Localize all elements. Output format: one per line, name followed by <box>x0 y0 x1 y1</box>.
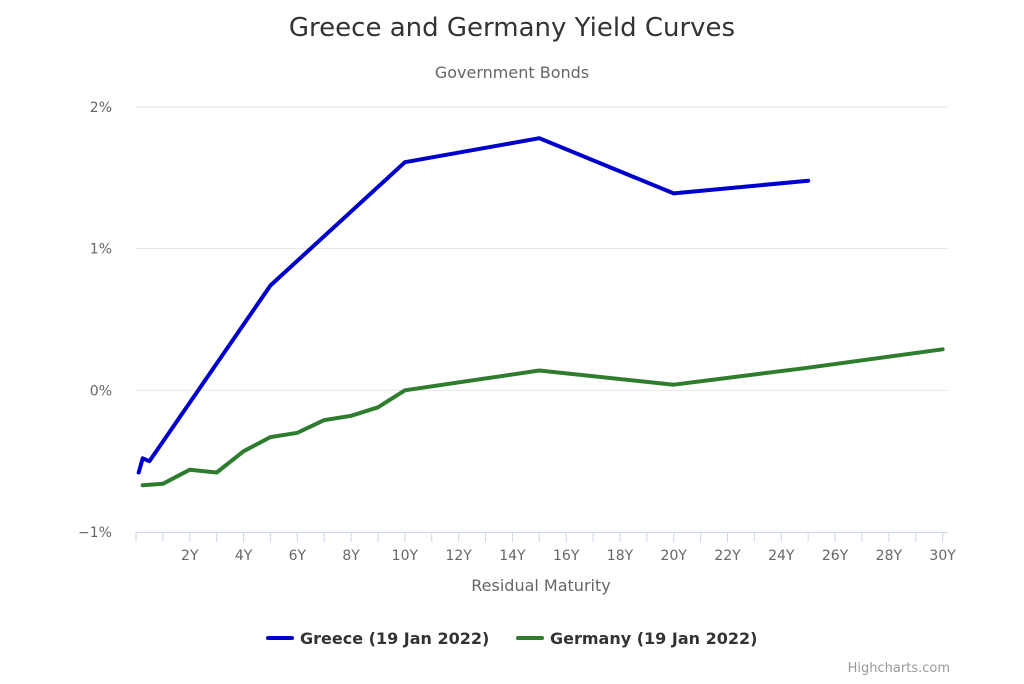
x-tick-label: 8Y <box>342 548 360 564</box>
x-axis-title: Residual Maturity <box>471 576 610 595</box>
x-tick-label: 4Y <box>235 548 253 564</box>
series-group <box>136 136 945 488</box>
y-tick-label: 2% <box>90 100 112 116</box>
x-tick-label: 22Y <box>714 548 741 564</box>
y-tick-label: −1% <box>78 525 112 541</box>
series-line-1[interactable] <box>140 347 945 488</box>
legend-item-1[interactable]: Germany (19 Jan 2022) <box>550 629 757 648</box>
x-tick-label: 24Y <box>768 548 795 564</box>
x-tick-label: 26Y <box>822 548 849 564</box>
x-tick-label: 18Y <box>607 548 634 564</box>
y-axis: −1% 0% 1% 2% <box>78 100 112 541</box>
x-tick-label: 28Y <box>876 548 903 564</box>
x-tick-label: 6Y <box>289 548 307 564</box>
x-tick-label: 10Y <box>392 548 419 564</box>
grid-lines <box>136 106 948 391</box>
series-line-0[interactable] <box>136 136 811 475</box>
x-tick-label: 20Y <box>661 548 688 564</box>
x-tick-label: 16Y <box>553 548 580 564</box>
y-tick-label: 0% <box>90 383 112 399</box>
y-tick-label: 1% <box>90 242 112 258</box>
chart-subtitle: Government Bonds <box>435 63 589 82</box>
x-axis: 2Y 4Y 6Y 8Y 10Y 12Y 14Y 16Y 18Y 20Y 22Y 24Y 26Y 28Y 30… <box>135 532 956 564</box>
x-tick-label: 14Y <box>499 548 526 564</box>
legend-item-0[interactable]: Greece (19 Jan 2022) <box>300 629 489 648</box>
chart-title: Greece and Germany Yield Curves <box>289 13 735 43</box>
x-tick-label: 2Y <box>181 548 199 564</box>
x-tick-label: 12Y <box>445 548 472 564</box>
legend: Greece (19 Jan 2022) Germany (19 Jan 2022… <box>266 629 757 648</box>
credits-link[interactable]: Highcharts.com <box>848 661 950 676</box>
x-tick-label: 30Y <box>929 548 956 564</box>
